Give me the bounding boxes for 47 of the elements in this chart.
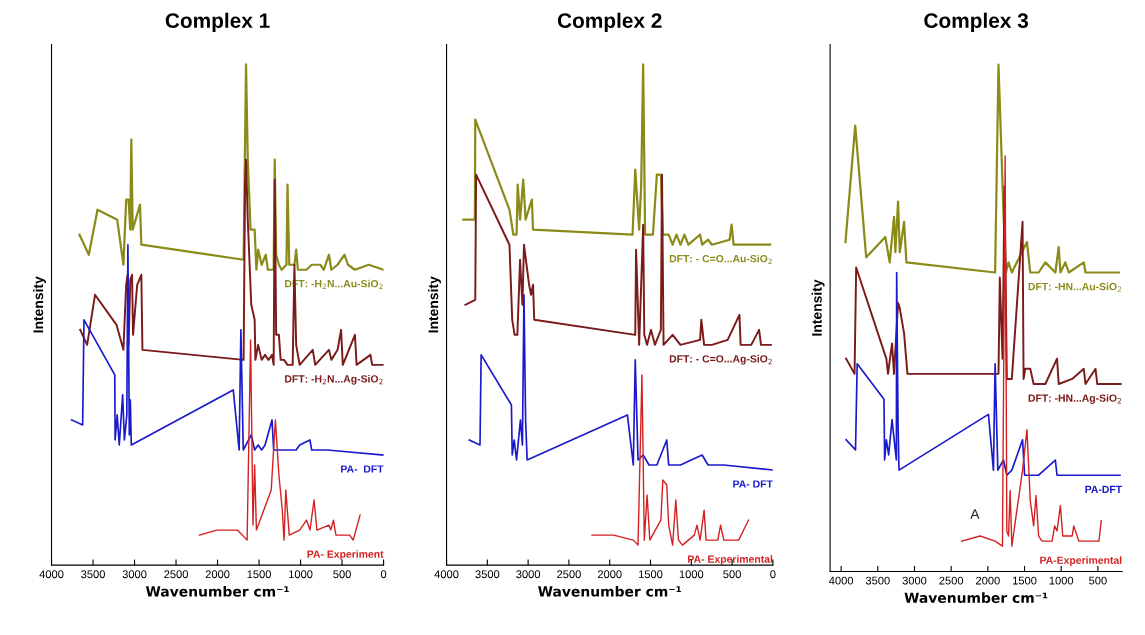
series-label: PA- DFT <box>341 465 384 473</box>
x-tick-label: 1000 <box>289 570 313 579</box>
series-label: PA-Experimental <box>1040 556 1122 567</box>
x-axis-title: Wavenumber cm⁻¹ <box>538 585 681 597</box>
x-tick-label: 2500 <box>164 570 188 579</box>
x-axis-title: Wavenumber cm⁻¹ <box>904 592 1048 604</box>
x-tick-label: 2500 <box>557 570 581 579</box>
x-tick-label: 0 <box>380 570 387 579</box>
x-tick-label: 2000 <box>976 576 1000 585</box>
x-tick-label: 2000 <box>597 570 622 579</box>
x-tick-label: 4000 <box>39 570 64 579</box>
chart-title: Complex 2 <box>557 12 662 33</box>
x-tick-label: 1000 <box>679 570 704 579</box>
series-label: PA-DFT <box>1085 485 1122 493</box>
x-tick-label: 4000 <box>829 576 854 585</box>
x-tick-label: 3000 <box>516 570 541 579</box>
x-tick-label: 3000 <box>122 570 147 579</box>
x-tick-label: 0 <box>770 570 776 579</box>
x-tick-label: 1000 <box>1049 576 1074 585</box>
x-tick-label: 3500 <box>475 570 500 579</box>
x-tick-label: 500 <box>1089 576 1107 585</box>
annotation: A <box>970 509 980 519</box>
series-label: DFT: -HN...Au-SiO$_{2}$ <box>1028 282 1122 292</box>
y-axis-title: Intensity <box>33 276 46 333</box>
x-tick-label: 1500 <box>247 570 271 579</box>
x-tick-label: 1500 <box>1013 576 1037 585</box>
series-label: DFT: - C=O...Au-SiO$_{2}$ <box>669 254 772 264</box>
y-axis-title: Intensity <box>428 276 441 333</box>
chart-title: Complex 3 <box>924 12 1029 33</box>
x-tick-label: 4000 <box>434 570 459 579</box>
x-tick-label: 3000 <box>902 576 927 585</box>
x-tick-label: 3500 <box>865 576 890 585</box>
series-label: DFT: - C=O...Ag-SiO$_{2}$ <box>669 354 772 365</box>
x-tick-label: 3500 <box>81 570 105 579</box>
x-tick-label: 500 <box>723 570 741 579</box>
x-tick-label: 1500 <box>638 570 663 579</box>
y-axis-title: Intensity <box>811 279 825 336</box>
series-label: DFT: -HN...Ag-SiO$_{2}$ <box>1028 394 1122 404</box>
series-label: PA- DFT <box>733 480 773 488</box>
chart-title: Complex 1 <box>165 12 270 33</box>
series-label: PA- Experimental <box>688 555 773 565</box>
x-axis-title: Wavenumber cm⁻¹ <box>145 585 289 597</box>
series-label: DFT: -H$_{2}$N...Ag-SiO$_{2}$ <box>285 374 383 385</box>
series-label: PA- Experiment <box>307 550 384 560</box>
x-tick-label: 2500 <box>939 576 964 585</box>
x-tick-label: 2000 <box>205 570 230 579</box>
x-tick-label: 500 <box>333 570 351 579</box>
